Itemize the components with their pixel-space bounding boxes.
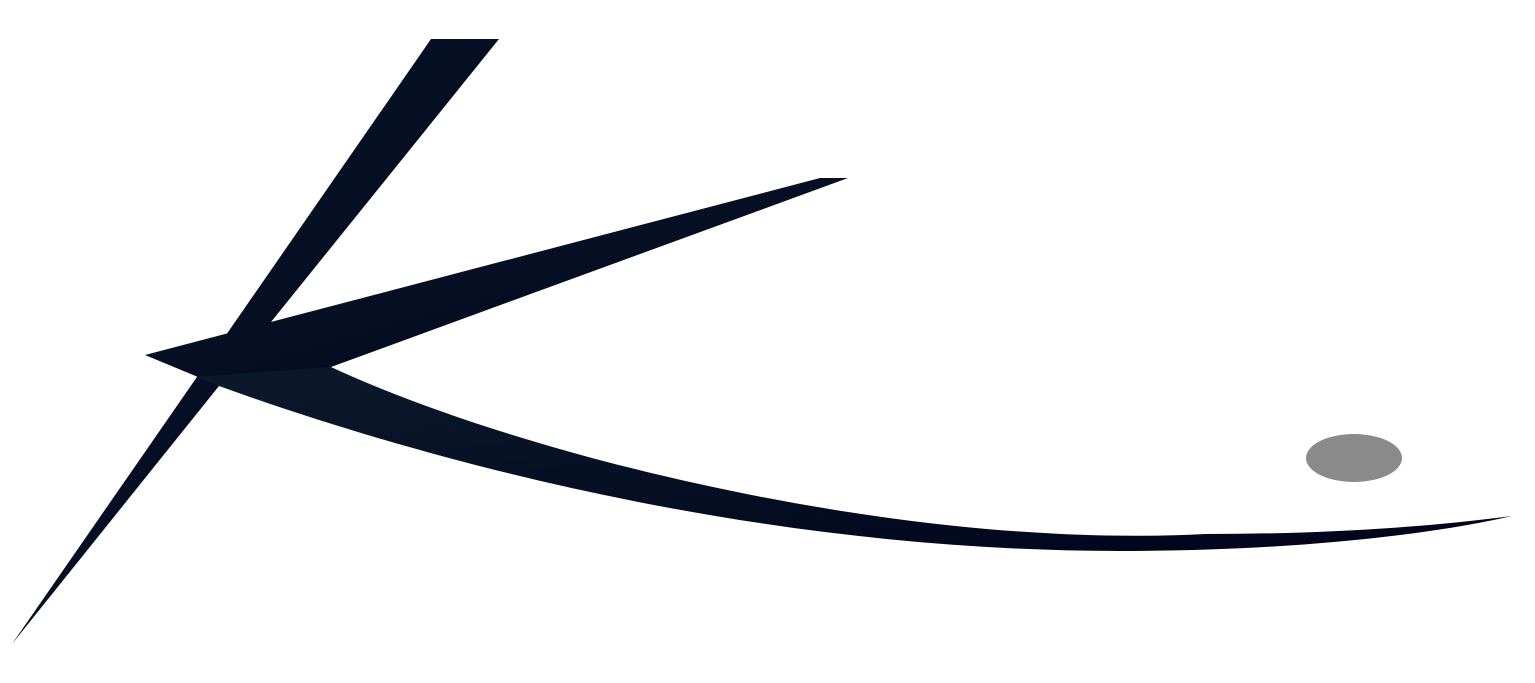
swoosh-curve: [198, 367, 1512, 551]
grey-dot: [1306, 434, 1402, 482]
k-upper-arm: [145, 178, 848, 378]
